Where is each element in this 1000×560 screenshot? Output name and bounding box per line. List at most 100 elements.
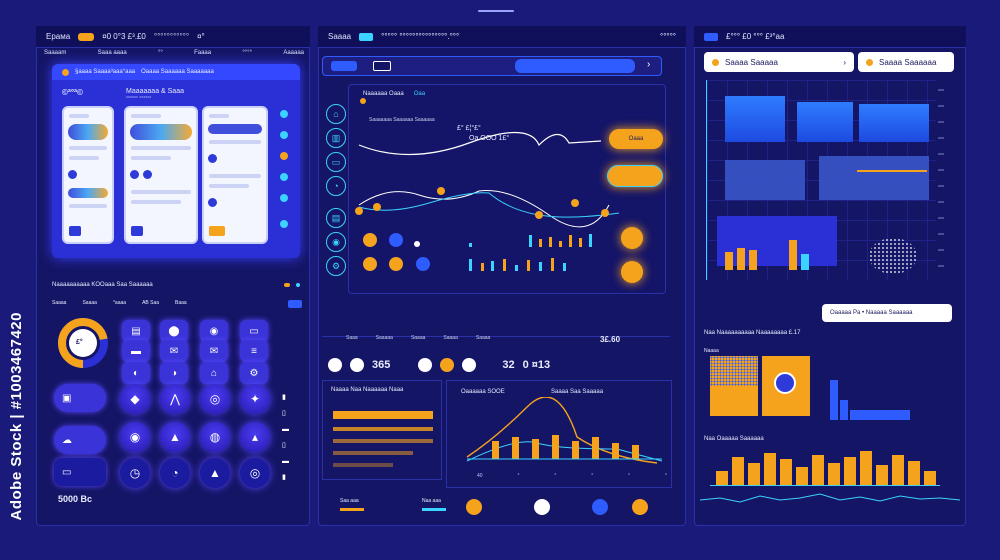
folder-icon[interactable]: ▬ — [122, 340, 150, 362]
middle-line-chart-panel: Naaaaaa Oaaa Oaa Saaaaaaa Saaaaaa Saaaaa… — [348, 84, 666, 294]
bell-icon[interactable]: ◉ — [200, 320, 228, 342]
toggle-orange-icon[interactable] — [632, 499, 648, 515]
chevron-right-icon[interactable]: › — [647, 59, 651, 70]
card-icon[interactable]: ▭ — [54, 458, 106, 486]
lock-icon[interactable]: ◐ — [122, 362, 150, 384]
doc-icon[interactable]: ▯ — [282, 410, 286, 417]
area-chart-header: Oaaaaaa SOOE — [461, 389, 505, 395]
settings-icon[interactable]: ⚙ — [326, 256, 346, 276]
chart-icon[interactable]: ▥ — [326, 128, 346, 148]
coin-icon[interactable] — [350, 358, 364, 372]
side-dot-icon[interactable] — [280, 152, 288, 160]
avatar-icon — [68, 170, 77, 179]
target-icon[interactable]: ◉ — [120, 422, 150, 452]
orange-knob-2[interactable] — [621, 261, 643, 283]
wallet-icon[interactable] — [418, 358, 433, 372]
search-field[interactable] — [515, 59, 635, 73]
wallet-icon[interactable]: ▣ — [54, 384, 106, 412]
left-topbar: Ерама ¤0 0°3 £³.£0 °°°°°°°°°°° ¤° — [36, 26, 310, 48]
toggle-white-icon[interactable] — [534, 499, 550, 515]
doc-icon[interactable]: ▮ — [282, 474, 286, 481]
settings-icon[interactable]: ⚙ — [240, 362, 268, 384]
side-dot-icon[interactable] — [280, 220, 288, 228]
left-topbar-badge[interactable] — [78, 32, 95, 41]
side-dot-icon[interactable] — [280, 194, 288, 202]
tab-chip[interactable] — [373, 61, 391, 71]
tag-icon[interactable]: ⬤ — [160, 320, 188, 342]
cloud-icon[interactable]: ☁ — [54, 426, 106, 454]
side-dot-icon[interactable] — [280, 110, 288, 118]
timer-icon[interactable]: ◷ — [120, 458, 150, 488]
middle-search-bar[interactable]: › — [322, 56, 662, 76]
tab-2[interactable]: Saaa aaaa — [97, 50, 127, 56]
mountain-icon[interactable]: ▲ — [160, 422, 190, 452]
ticker-label-1: Saaa — [346, 335, 358, 341]
pie-icon[interactable]: ◔ — [326, 176, 346, 196]
coin-icon[interactable] — [440, 358, 455, 372]
globe-icon[interactable]: ◎ — [200, 384, 230, 414]
bar-icon[interactable]: ▬ — [282, 426, 289, 433]
tab-3[interactable]: °° — [157, 50, 163, 56]
filter-pill-3[interactable]: Oaaaaa Pa • Naaaaa Saaaaaa — [822, 304, 952, 322]
lock-icon[interactable]: ▮ — [282, 394, 286, 401]
dial-icon[interactable]: ◔ — [160, 458, 190, 488]
phone-1-button[interactable] — [69, 226, 81, 236]
funnel-card: Naaaa Naa Naaaaaa Naaa — [322, 380, 442, 480]
widget-close-icon[interactable] — [288, 300, 302, 308]
camera-icon[interactable]: ◍ — [200, 422, 230, 452]
funnel-header: Naaaa Naa Naaaaaa Naaa — [331, 387, 404, 393]
card-icon[interactable]: ▭ — [240, 320, 268, 342]
pin-icon[interactable]: ▴ — [240, 422, 270, 452]
chevron-right-icon[interactable]: › — [843, 57, 846, 67]
tab-6[interactable]: Aaaaaa — [283, 50, 304, 56]
rocket-icon[interactable] — [328, 358, 342, 372]
doc-icon[interactable]: ▤ — [326, 208, 346, 228]
mail-icon[interactable]: ✉ — [200, 340, 228, 362]
phone-2-button[interactable] — [131, 226, 143, 236]
shield-icon[interactable]: ◆ — [120, 384, 150, 414]
list-icon[interactable]: ≡ — [240, 340, 268, 362]
bar-icon[interactable]: ▬ — [282, 458, 289, 465]
doc-icon[interactable]: ▯ — [282, 442, 286, 449]
radar-icon[interactable]: ◎ — [240, 458, 270, 488]
coin-icon[interactable] — [462, 358, 477, 372]
line-chart-svg — [355, 98, 620, 228]
phone-mockup-3[interactable] — [202, 106, 268, 244]
user-icon[interactable]: ◑ — [160, 362, 188, 384]
activity-icon[interactable]: ⋀ — [160, 384, 190, 414]
tab-4[interactable]: Faaaa — [194, 50, 212, 56]
callout-pill-1[interactable]: Oaaa — [609, 129, 663, 149]
menu-icon[interactable] — [331, 61, 357, 71]
wave-chart-icon — [68, 124, 108, 140]
orange-knob-1[interactable] — [621, 227, 643, 249]
home-icon[interactable]: ⌂ — [326, 104, 346, 124]
widget-tab-1[interactable]: Saaaa — [52, 300, 67, 306]
ticker-value-1: 365 — [372, 359, 391, 371]
widget-tab-4[interactable]: AB Saa — [142, 300, 160, 306]
middle-topbar-badge[interactable] — [359, 32, 374, 41]
side-dot-icon[interactable] — [280, 173, 288, 181]
phone-mockup-1[interactable] — [62, 106, 114, 244]
toggle-orange-icon[interactable] — [466, 499, 482, 515]
chat-icon[interactable]: ✉ — [160, 340, 188, 362]
toggle-blue-icon[interactable] — [592, 499, 608, 515]
grid-icon[interactable]: ▤ — [122, 320, 150, 342]
rocket-icon[interactable]: ▲ — [200, 458, 230, 488]
star-icon[interactable]: ✦ — [240, 384, 270, 414]
hero-subtitle-2: °°°°°° °°°°°° — [126, 96, 152, 102]
callout-pill-2[interactable] — [607, 165, 663, 187]
right-topbar-badge[interactable] — [704, 32, 718, 41]
wallet-icon[interactable]: ▭ — [326, 152, 346, 172]
filter-pill-1[interactable]: Saaaa Saaaaa › — [704, 52, 854, 72]
phone-mockup-2[interactable] — [124, 106, 198, 244]
home-icon[interactable]: ⌂ — [200, 362, 228, 384]
widget-tab-2[interactable]: Saaaa — [82, 300, 97, 306]
side-dot-icon[interactable] — [280, 131, 288, 139]
widget-tab-3[interactable]: °aaaa — [112, 300, 127, 306]
filter-pill-2[interactable]: Saaaa Saaaaaa — [858, 52, 954, 72]
widget-tab-5[interactable]: Baaa — [175, 300, 187, 306]
phone-3-button[interactable] — [209, 226, 225, 236]
tab-5[interactable]: °°°° — [242, 50, 253, 56]
tab-1[interactable]: Saaaam — [44, 50, 67, 56]
user-icon[interactable]: ◉ — [326, 232, 346, 252]
